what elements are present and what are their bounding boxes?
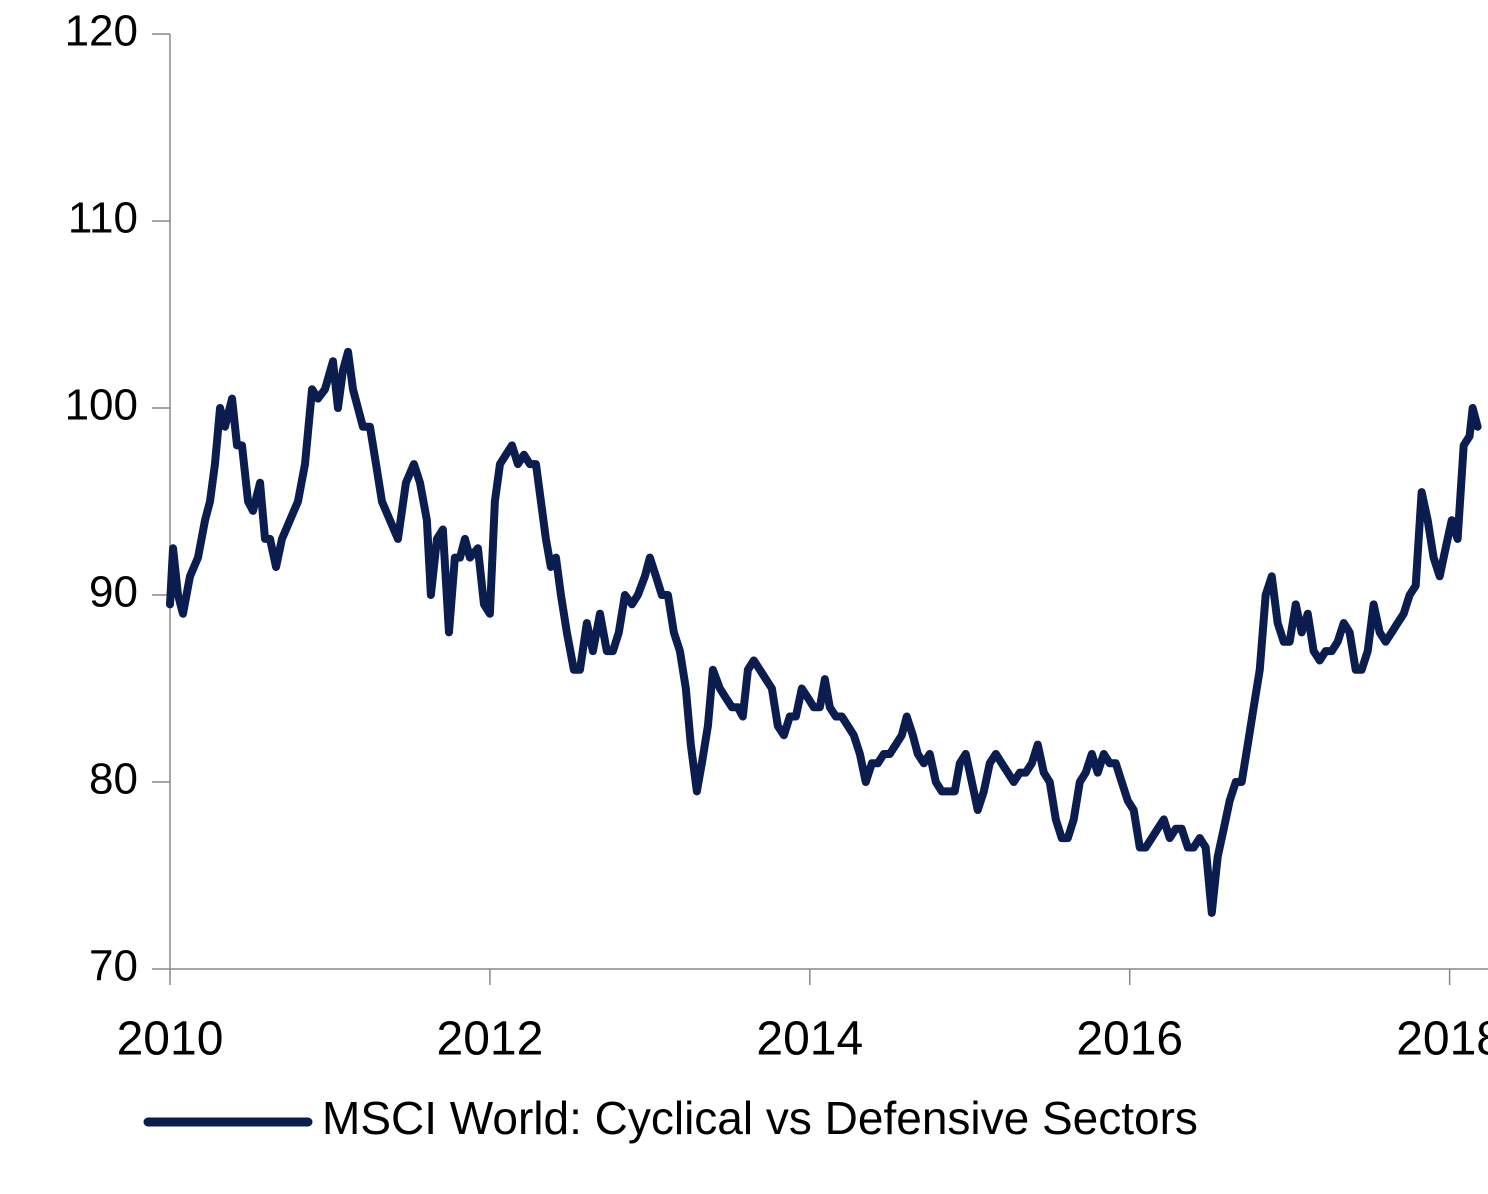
y-tick-label: 80	[89, 755, 138, 804]
y-tick-label: 120	[65, 7, 138, 56]
data-line	[166, 347, 1482, 917]
x-tick-label: 2016	[1076, 1013, 1183, 1066]
legend-label: MSCI World: Cyclical vs Defensive Sector…	[322, 1092, 1198, 1144]
x-tick-label: 2018	[1396, 1013, 1488, 1066]
y-tick-label: 70	[89, 942, 138, 991]
y-tick-label: 110	[68, 194, 138, 243]
y-tick-label: 100	[65, 381, 138, 430]
x-tick-label: 2014	[756, 1013, 863, 1066]
y-tick-label: 90	[89, 568, 138, 617]
x-tick-label: 2010	[117, 1013, 224, 1066]
x-tick-label: 2012	[437, 1013, 544, 1066]
